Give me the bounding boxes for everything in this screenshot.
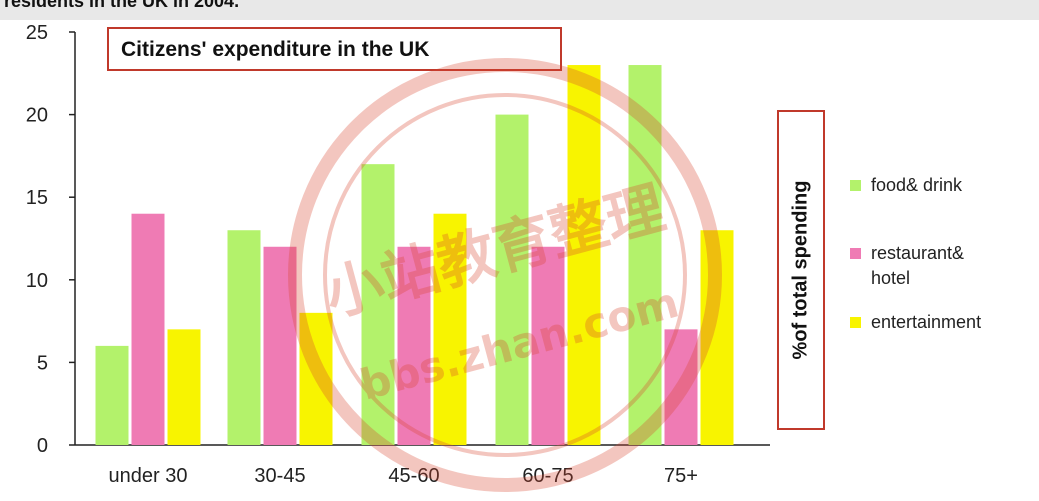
legend-label-food-drink: food& drink bbox=[871, 175, 963, 195]
bar-entertainment bbox=[433, 213, 467, 445]
x-tick-label: 75+ bbox=[664, 465, 698, 487]
bar-entertainment bbox=[567, 65, 601, 445]
bar-restaurant-hotel bbox=[131, 213, 165, 445]
bar-entertainment bbox=[700, 230, 734, 445]
chart-title-box: Citizens' expenditure in the UK bbox=[107, 27, 562, 71]
bar-restaurant-hotel bbox=[531, 246, 565, 445]
y-tick-label: 15 bbox=[26, 187, 48, 209]
bar-food-drink bbox=[361, 164, 395, 445]
bar-food-drink bbox=[95, 345, 129, 445]
y-axis-label: %of total spending bbox=[789, 180, 812, 360]
x-tick-label: 45-60 bbox=[388, 465, 439, 487]
y-tick-label: 0 bbox=[37, 435, 48, 457]
x-tick-label: 60-75 bbox=[522, 465, 573, 487]
chart-title: Citizens' expenditure in the UK bbox=[121, 38, 430, 61]
y-tick-label: 10 bbox=[26, 270, 48, 292]
page-header-text: residents in the UK in 2004. bbox=[4, 0, 240, 11]
y-tick-label: 5 bbox=[37, 352, 48, 374]
bar-restaurant-hotel bbox=[397, 246, 431, 445]
legend-label-entertainment: entertainment bbox=[871, 312, 982, 332]
bar-food-drink bbox=[495, 114, 529, 445]
bar-food-drink bbox=[628, 65, 662, 445]
y-axis-label-box: %of total spending bbox=[777, 110, 825, 430]
bar-chart: 0 5 10 15 20 25 under 30 30-45 45-60 60-75 75+ bbox=[26, 22, 770, 487]
legend-swatch-food-drink bbox=[850, 180, 861, 191]
x-tick-label: under 30 bbox=[109, 465, 188, 487]
page-header: residents in the UK in 2004. bbox=[0, 0, 1039, 20]
y-tick-label: 20 bbox=[26, 105, 48, 127]
bar-entertainment bbox=[167, 329, 201, 445]
bar-restaurant-hotel bbox=[263, 246, 297, 445]
legend-label-restaurant-hotel: restaurant& hotel bbox=[871, 243, 965, 288]
y-tick-label: 25 bbox=[26, 22, 48, 44]
legend-swatch-entertainment bbox=[850, 317, 861, 328]
bar-entertainment bbox=[299, 312, 333, 445]
bar-food-drink bbox=[227, 230, 261, 445]
legend-swatch-restaurant-hotel bbox=[850, 248, 861, 259]
bar-restaurant-hotel bbox=[664, 329, 698, 445]
x-tick-label: 30-45 bbox=[254, 465, 305, 487]
chart-area: 0 5 10 15 20 25 under 30 30-45 45-60 60-75 75+ Cit… bbox=[0, 20, 1039, 501]
